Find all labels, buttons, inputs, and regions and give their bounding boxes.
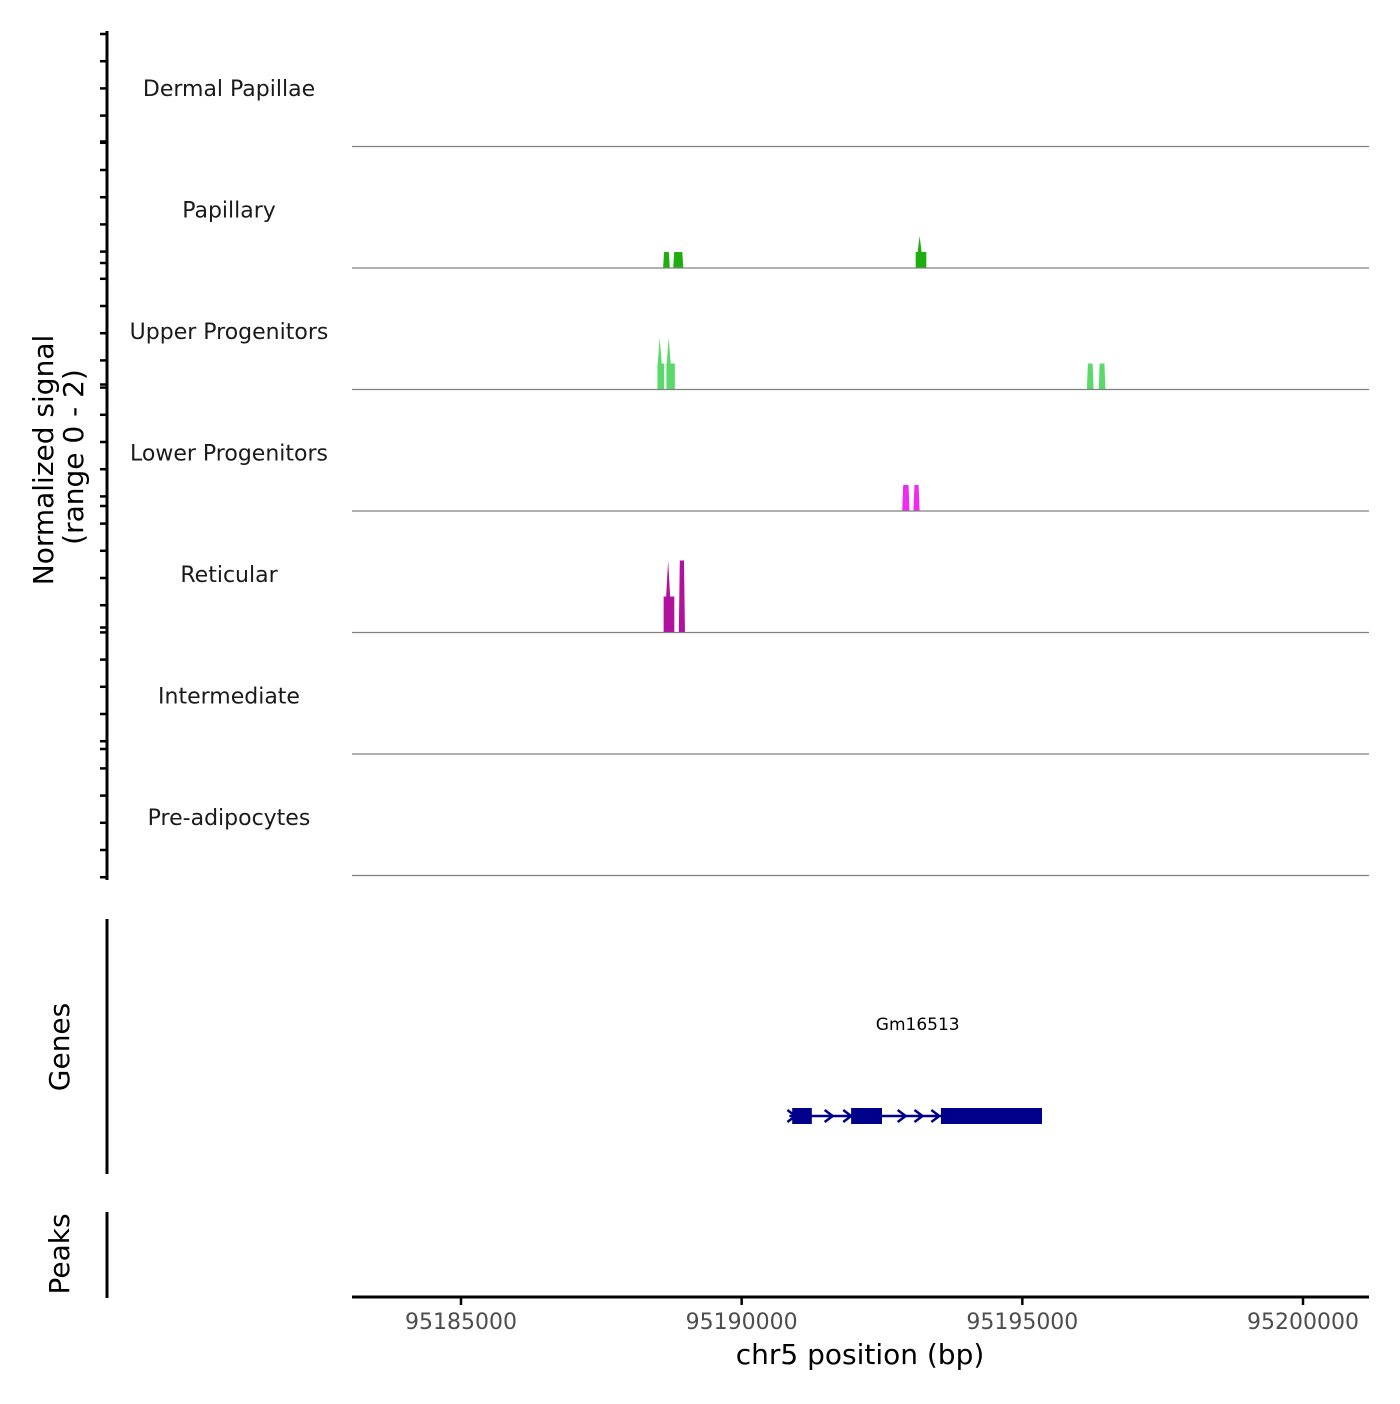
coverage-track: Intermediate <box>158 684 1369 755</box>
genes-y-label: Genes <box>43 1003 76 1091</box>
signal-peak <box>902 485 910 511</box>
signal-peak <box>663 252 670 268</box>
gene-label: Gm16513 <box>876 1015 960 1035</box>
x-axis: 95185000 95190000 95195000 95200000 chr5 po… <box>352 1295 1369 1371</box>
signal-peak <box>1098 363 1106 390</box>
coverage-y-label: Normalized signal <box>27 335 60 586</box>
gene-models: Gm16513 <box>786 1015 1042 1124</box>
genes-panel: Genes Gm16513 <box>43 919 1042 1174</box>
gene-exon <box>940 1108 1042 1124</box>
signal-peak <box>657 337 665 390</box>
peaks-panel: Peaks <box>43 1212 109 1298</box>
signal-peak <box>678 560 685 633</box>
gene-exon <box>792 1108 812 1124</box>
signal-peak <box>913 485 920 511</box>
coverage-y-ticks <box>100 32 107 879</box>
strand-arrow <box>930 1109 942 1123</box>
x-tick-label: 95200000 <box>1247 1310 1359 1335</box>
track-label: Intermediate <box>158 684 300 709</box>
signal-peak <box>673 252 684 268</box>
coverage-tracks: Dermal Papillae Papillary Upper Progenitor… <box>130 77 1369 877</box>
x-tick-label: 95190000 <box>686 1310 798 1335</box>
track-label: Papillary <box>182 198 276 223</box>
gene-model: Gm16513 <box>786 1015 1042 1124</box>
x-tick-label: 95185000 <box>405 1310 517 1335</box>
signal-peak <box>915 236 927 268</box>
coverage-track: Dermal Papillae <box>143 77 1369 148</box>
track-label: Pre-adipocytes <box>148 806 311 831</box>
coverage-y-label-range: (range 0 - 2) <box>57 369 90 545</box>
coverage-track: Upper Progenitors <box>130 320 1369 391</box>
strand-arrow <box>823 1109 835 1123</box>
track-label: Reticular <box>180 563 278 588</box>
strand-arrow <box>913 1109 925 1123</box>
x-ticks: 95185000 95190000 95195000 95200000 <box>405 1297 1359 1335</box>
gene-exon <box>851 1108 882 1124</box>
x-axis-label: chr5 position (bp) <box>736 1338 985 1371</box>
signal-peak <box>663 560 675 633</box>
track-label: Lower Progenitors <box>130 441 328 466</box>
coverage-track: Reticular <box>180 560 1369 634</box>
track-label: Upper Progenitors <box>130 320 329 345</box>
signal-peak <box>666 337 675 390</box>
coverage-track: Pre-adipocytes <box>148 806 1369 877</box>
coverage-panel: Dermal Papillae Papillary Upper Progenitor… <box>27 31 1369 880</box>
strand-arrow <box>896 1109 908 1123</box>
peaks-y-label: Peaks <box>43 1213 76 1294</box>
signal-peak <box>1086 363 1094 390</box>
coverage-track: Lower Progenitors <box>130 441 1369 512</box>
track-label: Dermal Papillae <box>143 77 315 102</box>
coverage-track: Papillary <box>182 198 1369 269</box>
x-tick-label: 95195000 <box>966 1310 1078 1335</box>
